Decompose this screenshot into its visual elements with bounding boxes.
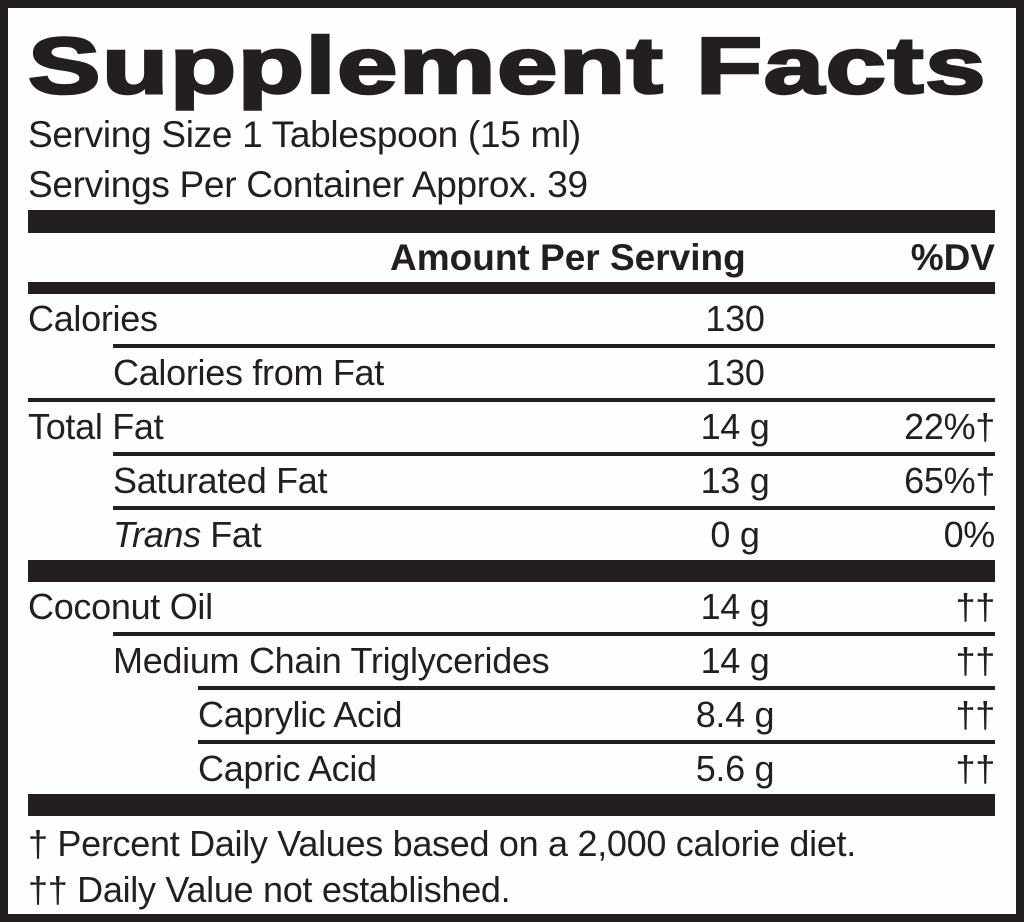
row-dv: 65%† bbox=[904, 460, 995, 501]
table-row-saturated-fat: Saturated Fat 13 g 65%† bbox=[28, 456, 995, 506]
table-row-coconut-oil: Coconut Oil 14 g †† bbox=[28, 582, 995, 632]
row-amount: 130 bbox=[705, 352, 765, 393]
row-name-italic: Trans bbox=[113, 514, 201, 555]
divider-bar-top bbox=[28, 210, 995, 233]
row-separator bbox=[113, 506, 995, 510]
row-amount: 8.4 g bbox=[695, 694, 775, 735]
row-dv: †† bbox=[955, 694, 996, 735]
row-name: Medium Chain Triglycerides bbox=[113, 640, 550, 681]
row-dv: †† bbox=[955, 748, 996, 789]
row-dv: †† bbox=[955, 586, 996, 627]
row-separator bbox=[28, 398, 995, 402]
divider-bar-bottom bbox=[28, 794, 995, 816]
footnote-percent-dv: † Percent Daily Values based on a 2,000 … bbox=[28, 823, 856, 864]
table-row-capric-acid: Capric Acid 5.6 g †† bbox=[28, 744, 995, 794]
serving-size-line: Serving Size 1 Tablespoon (15 ml) bbox=[28, 114, 581, 155]
row-amount: 14 g bbox=[700, 406, 770, 447]
row-dv: 22%† bbox=[904, 406, 995, 447]
row-amount: 14 g bbox=[700, 586, 770, 627]
table-row-calories-from-fat: Calories from Fat 130 bbox=[28, 348, 995, 398]
divider-bar-middle bbox=[28, 560, 995, 582]
row-amount: 130 bbox=[705, 298, 765, 339]
table-row-trans-fat: Trans Fat 0 g 0% bbox=[28, 510, 995, 560]
amount-per-serving-header: Amount Per Serving bbox=[390, 236, 746, 278]
row-name: Calories bbox=[28, 298, 158, 339]
row-amount: 14 g bbox=[700, 640, 770, 681]
row-name: Calories from Fat bbox=[113, 352, 384, 393]
table-row-caprylic-acid: Caprylic Acid 8.4 g †† bbox=[28, 690, 995, 740]
table-row-calories: Calories 130 bbox=[28, 294, 995, 344]
row-separator bbox=[113, 344, 995, 348]
divider-bar-header bbox=[28, 282, 995, 294]
row-separator bbox=[198, 740, 995, 744]
row-amount: 13 g bbox=[700, 460, 770, 501]
table-row-medium-chain-triglycerides: Medium Chain Triglycerides 14 g †† bbox=[28, 636, 995, 686]
row-dv: 0% bbox=[943, 514, 996, 555]
row-separator bbox=[198, 686, 995, 690]
row-separator bbox=[113, 452, 995, 456]
label-title: Supplement Facts bbox=[26, 20, 987, 112]
percent-dv-header: %DV bbox=[910, 236, 995, 278]
serving-info: Serving Size 1 Tablespoon (15 ml) Servin… bbox=[28, 110, 995, 210]
row-amount: 0 g bbox=[710, 514, 760, 555]
row-amount: 5.6 g bbox=[695, 748, 775, 789]
footnote-dv-not-established: †† Daily Value not established. bbox=[28, 869, 511, 910]
row-name: Caprylic Acid bbox=[198, 694, 403, 735]
row-name: Saturated Fat bbox=[113, 460, 328, 501]
row-name: Trans Fat bbox=[28, 514, 625, 556]
row-dv: †† bbox=[955, 640, 996, 681]
table-header-row: Amount Per Serving %DV bbox=[28, 233, 995, 282]
table-row-total-fat: Total Fat 14 g 22%† bbox=[28, 402, 995, 452]
row-name: Total Fat bbox=[28, 406, 164, 447]
row-name-rest: Fat bbox=[210, 514, 262, 555]
row-separator bbox=[113, 632, 995, 636]
footnotes: † Percent Daily Values based on a 2,000 … bbox=[28, 821, 995, 913]
servings-per-container-line: Servings Per Container Approx. 39 bbox=[28, 164, 588, 205]
row-name: Capric Acid bbox=[198, 748, 377, 789]
row-name: Coconut Oil bbox=[28, 586, 213, 627]
